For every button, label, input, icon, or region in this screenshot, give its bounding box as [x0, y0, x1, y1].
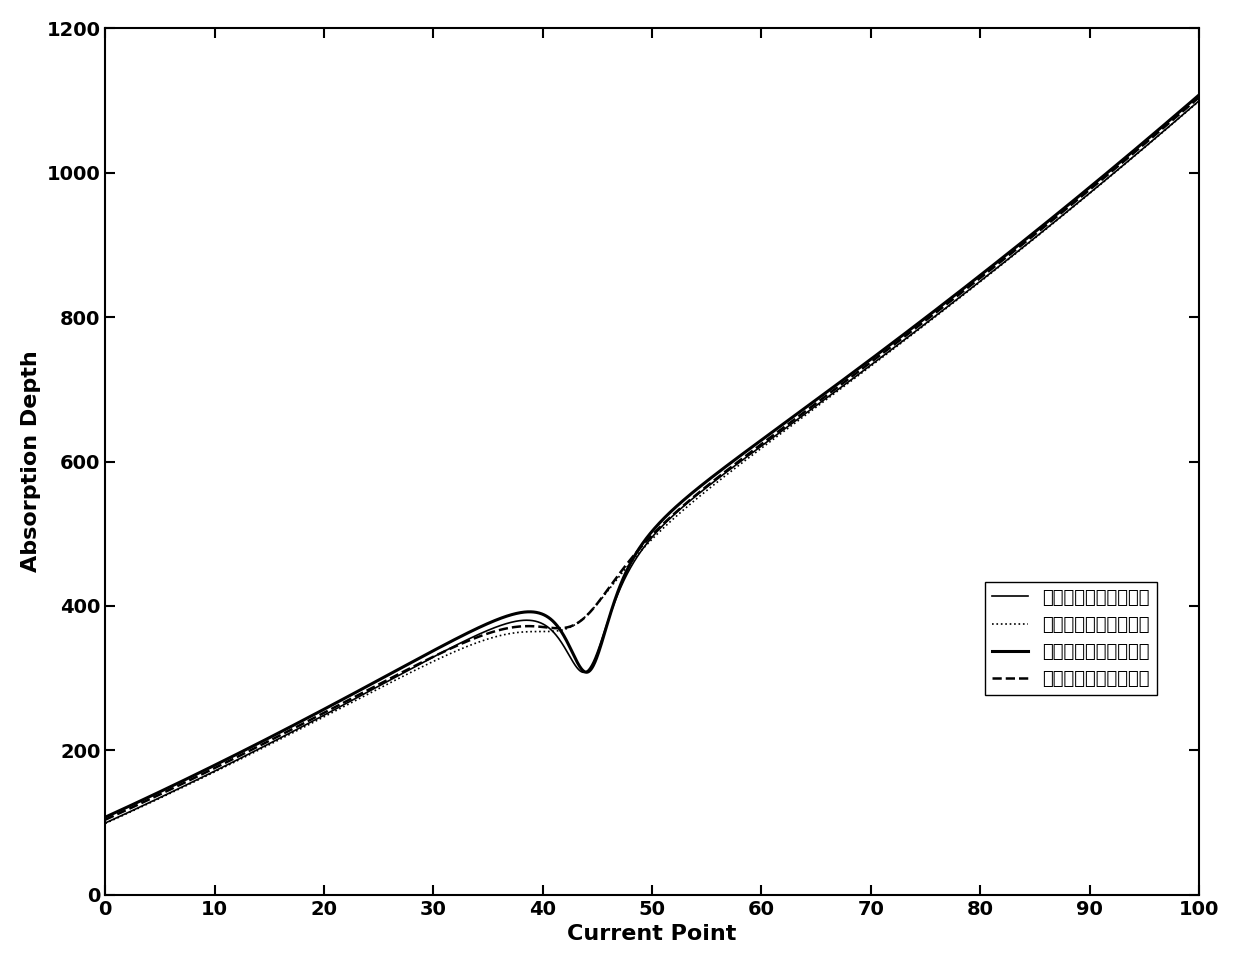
- Legend: 全部数据拟合（氮气）, 部分数据拟合（氮气）, 全部数据拟合（氮气）, 部分数据拟合（氮气）: 全部数据拟合（氮气）, 部分数据拟合（氮气）, 全部数据拟合（氮气）, 部分数据…: [985, 582, 1157, 695]
- Y-axis label: Absorption Depth: Absorption Depth: [21, 350, 41, 572]
- X-axis label: Current Point: Current Point: [568, 924, 737, 944]
